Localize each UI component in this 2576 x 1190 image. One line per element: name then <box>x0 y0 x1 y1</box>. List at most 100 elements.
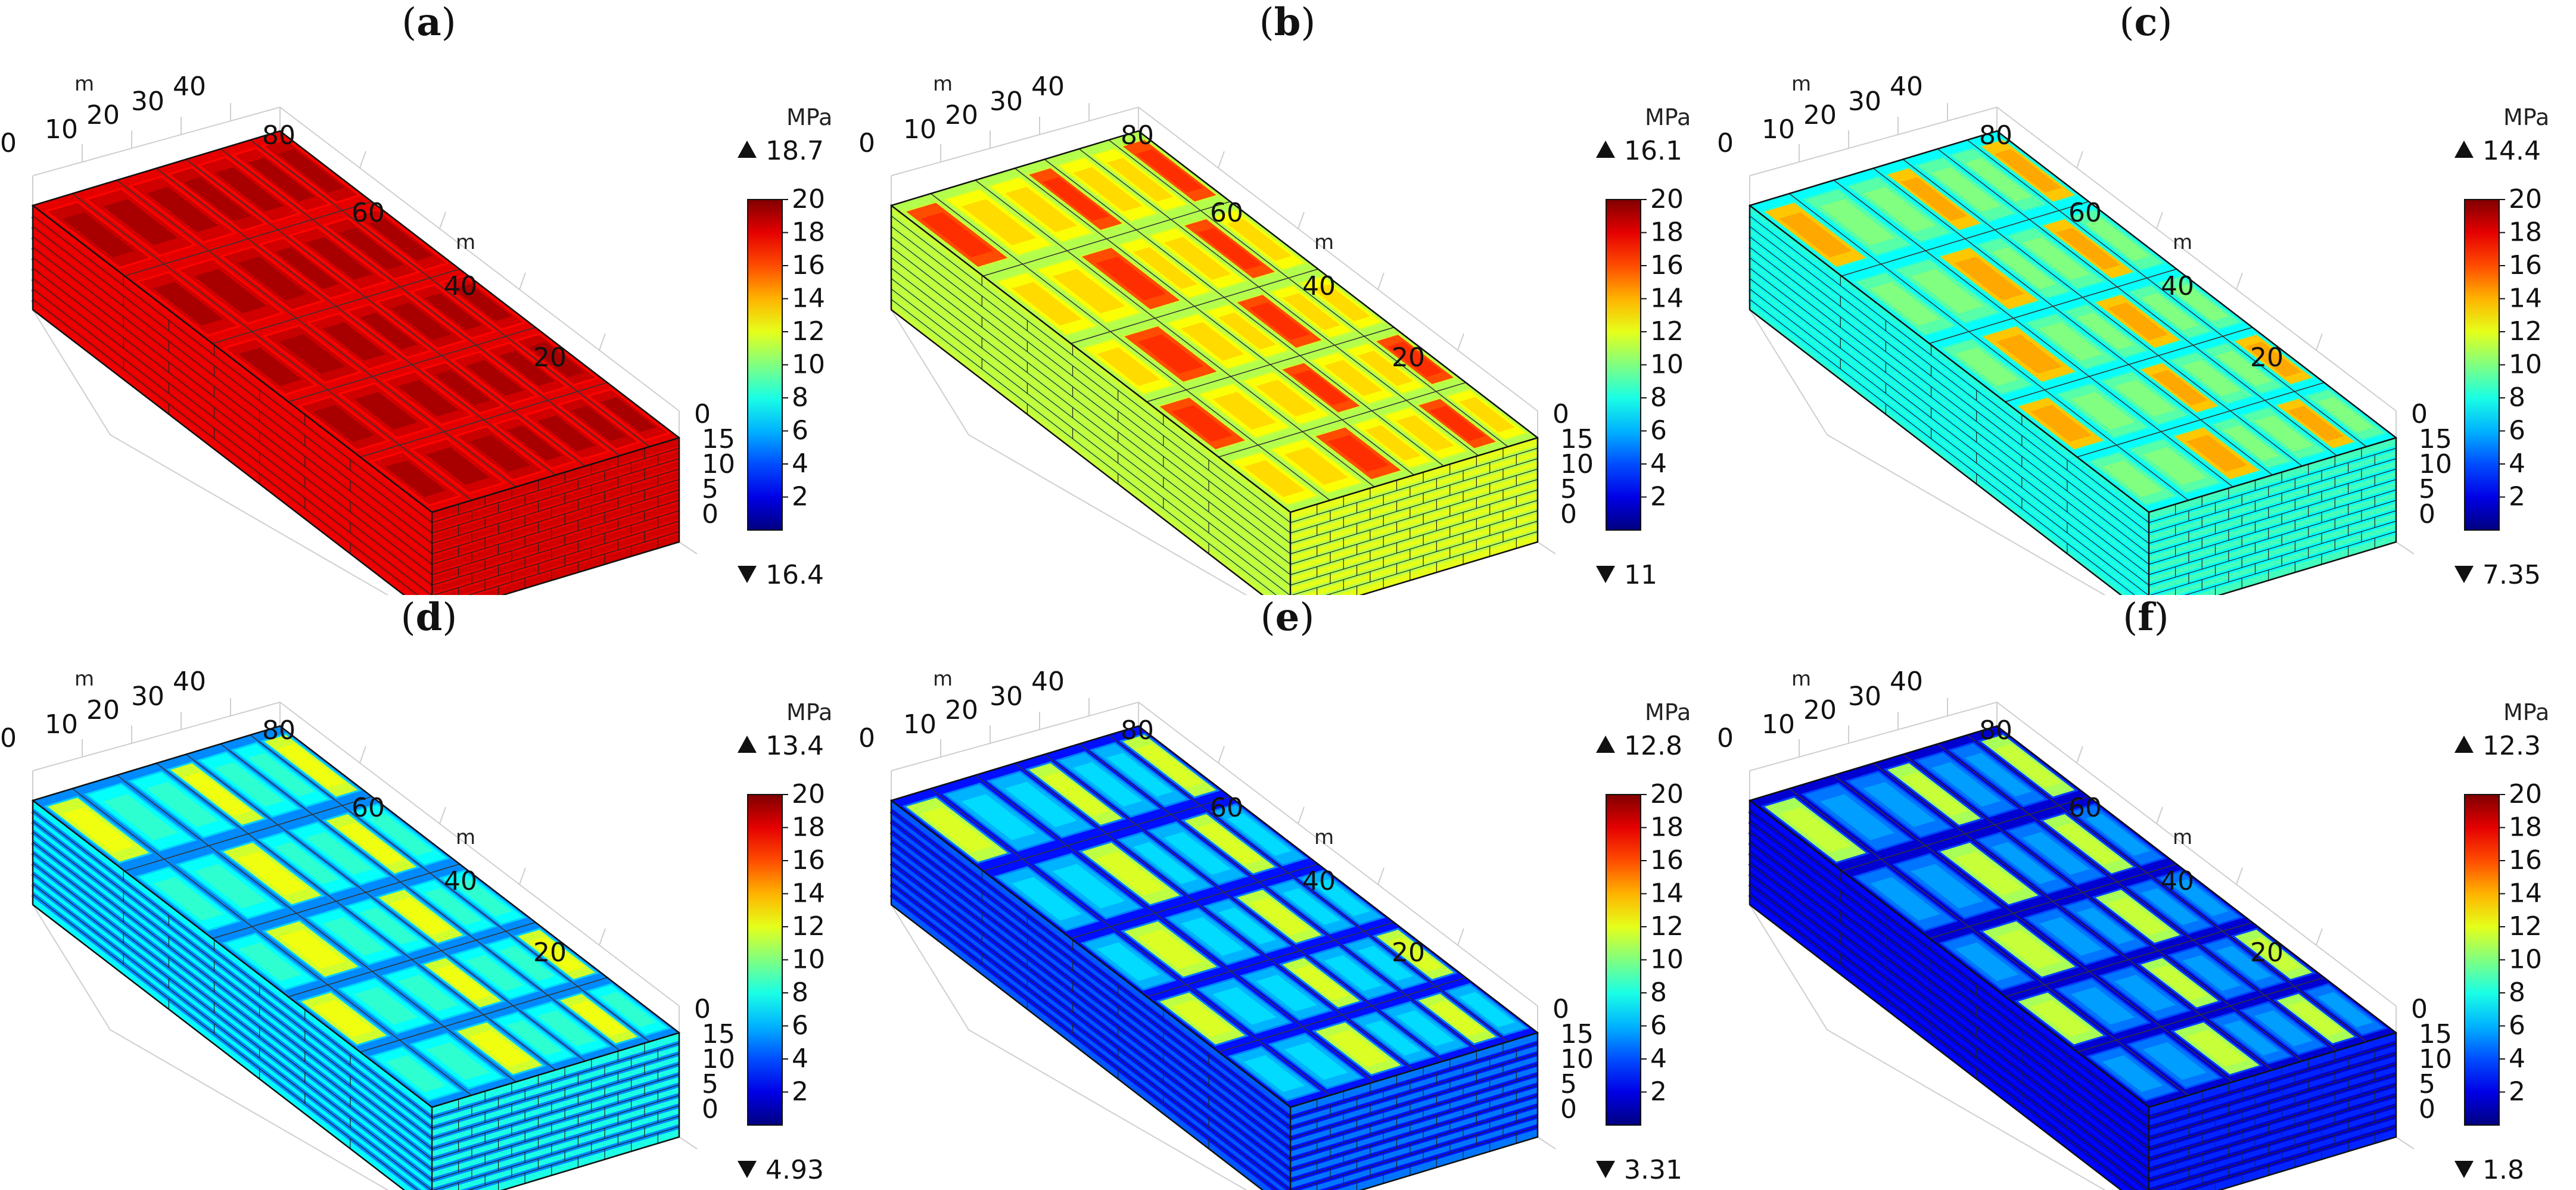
top-cell-core <box>424 293 483 331</box>
z-tick-label: 10 <box>702 449 735 479</box>
pillar-line <box>1788 193 2189 501</box>
x-tick-label: 40 <box>1031 71 1065 102</box>
pillar-line <box>1044 753 1444 1062</box>
top-cell-core <box>1458 397 1515 432</box>
axis-labels: 010203040m806040200m151050m <box>858 71 1634 529</box>
top-cell-core <box>1955 347 2019 387</box>
panel-label: (f) <box>2123 595 2169 640</box>
top-cell-core <box>354 987 418 1025</box>
top-cell-core <box>1212 987 1277 1025</box>
colorbar-tick-label: 6 <box>2509 416 2525 446</box>
top-cell-core <box>469 1030 531 1067</box>
stress-plot: 010203040m806040200m151050m2018161412108… <box>858 666 1691 1190</box>
top-cell-core <box>183 177 251 221</box>
y-axis-unit: m <box>1314 825 1334 849</box>
colorbar-tick-label: 12 <box>2509 911 2542 942</box>
layers <box>31 214 680 595</box>
top-cell-core <box>2030 405 2092 442</box>
layer-line <box>431 468 680 544</box>
top-cell-core <box>2182 955 2241 991</box>
z-tick-label: 0 <box>702 1094 718 1124</box>
frame-tick <box>2316 928 2323 946</box>
colorbar-tick-label: 18 <box>1650 812 1684 843</box>
y-tick-label: 60 <box>351 198 385 228</box>
x-tick-label: 40 <box>1031 666 1065 697</box>
top-cell-core <box>920 807 993 853</box>
colorbar-tick-label: 10 <box>792 945 825 975</box>
top-cell-core <box>2055 228 2121 270</box>
layer-line <box>1749 873 2149 1180</box>
pillar-line <box>360 382 608 458</box>
pillar-line <box>1841 796 2089 872</box>
layer-line <box>32 842 433 1149</box>
top-cell-core <box>1197 228 1262 270</box>
x-tick-label: 30 <box>131 86 164 117</box>
colorbar-tick-label: 2 <box>1650 482 1667 512</box>
colorbar-tick-label: 16 <box>1650 250 1684 281</box>
top-cell-core <box>1171 405 1233 442</box>
top-cell-core <box>2039 917 2103 956</box>
frame-floor <box>32 904 389 1190</box>
max-triangle-icon <box>2454 736 2474 753</box>
layer-line <box>2148 510 2397 586</box>
top-cell-core <box>1819 199 1895 245</box>
max-triangle-icon <box>738 736 757 753</box>
layers <box>889 214 1539 595</box>
colorbar-tick-label: 20 <box>792 184 825 214</box>
axis-frame <box>1749 698 2415 1190</box>
panel-label: (b) <box>1259 0 1316 45</box>
top-cell-core <box>1106 753 1174 797</box>
frame-floor <box>1537 541 1556 554</box>
top-cell-core <box>1954 256 2024 301</box>
layer-line <box>431 500 680 575</box>
pillar-line <box>1218 382 1466 458</box>
top-cell-core <box>278 149 345 193</box>
x-tick-label: 0 <box>858 723 875 753</box>
top-cell-core <box>2114 974 2176 1012</box>
colorbar-unit: MPa <box>1645 104 1691 130</box>
colorbar-tick-label: 2 <box>1650 1077 1667 1107</box>
panel-label: (d) <box>400 595 458 640</box>
colorbar-tick-label: 8 <box>1650 977 1667 1008</box>
top-cell-core <box>1181 917 1245 956</box>
top-cell-core <box>390 897 452 936</box>
layer-line <box>891 226 1291 534</box>
colorbar-tick-label: 6 <box>1650 1011 1667 1041</box>
pillar-line <box>220 148 620 456</box>
top-cell-core <box>1395 1010 1455 1046</box>
top-cell-core <box>2141 888 2199 926</box>
frame-tick <box>2236 867 2243 885</box>
layer-line <box>2148 489 2397 565</box>
colorbar-tick-label: 16 <box>792 250 825 281</box>
colorbar-tick-label: 4 <box>792 448 808 479</box>
colorbar-tick-label: 4 <box>2509 1043 2525 1074</box>
x-tick-label: 20 <box>945 695 978 725</box>
x-tick-label: 10 <box>45 709 78 740</box>
y-tick-label: 40 <box>444 866 477 896</box>
top-cell-core <box>397 974 459 1012</box>
top-cell-core <box>338 823 404 865</box>
top-cell-core <box>600 992 657 1027</box>
layer-line <box>1749 831 2149 1139</box>
top-cell-core <box>1911 269 1984 314</box>
colorbar-bar <box>2464 199 2500 531</box>
top-cell-core <box>385 460 447 497</box>
stress-plot: 010203040m806040200m151050m2018161412108… <box>858 71 1691 595</box>
x-axis-unit: m <box>933 72 953 96</box>
colorbar-tick-label: 6 <box>1650 416 1667 446</box>
colorbar-tick-label: 16 <box>1650 845 1684 876</box>
colorbar-tick-label: 8 <box>792 382 808 413</box>
colorbar-tick-label: 18 <box>2509 812 2542 843</box>
top-cell-core <box>1327 435 1389 472</box>
top-cell-core <box>1137 334 1204 374</box>
frame-tick <box>2156 806 2163 824</box>
x-axis-unit: m <box>1791 72 1811 96</box>
pillar-line <box>1937 148 2337 456</box>
layer-line <box>1290 489 1538 565</box>
pillar-line <box>1044 158 1444 467</box>
frame-tick <box>2316 333 2323 351</box>
min-triangle-icon <box>738 1161 757 1178</box>
top-cell-core <box>2085 814 2151 856</box>
top-cell-core <box>465 360 524 396</box>
